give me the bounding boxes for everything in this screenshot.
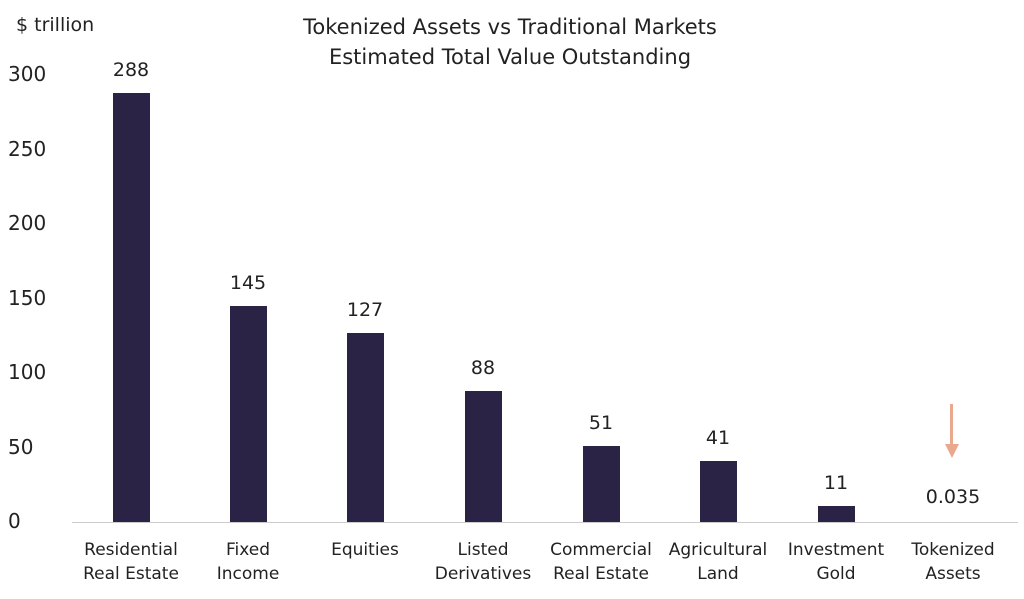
- x-category-label: Residential Real Estate: [83, 540, 179, 584]
- bar: [113, 92, 150, 522]
- x-category-label: Tokenized Assets: [911, 540, 995, 584]
- bar: [700, 460, 737, 522]
- x-category-label: Equities: [331, 540, 399, 560]
- bar: [230, 305, 267, 522]
- bar-value-label: 41: [705, 426, 731, 449]
- chart-title: Tokenized Assets vs Traditional Markets: [303, 15, 717, 39]
- bar-value-label: 88: [470, 356, 496, 379]
- y-tick-label: 250: [8, 136, 47, 161]
- y-tick-label: 150: [8, 285, 47, 310]
- y-axis-label: $ trillion: [16, 14, 95, 36]
- arrow-down-icon: [950, 404, 953, 446]
- bar: [583, 446, 620, 522]
- bar: [347, 332, 384, 522]
- y-tick-label: 200: [8, 211, 47, 235]
- y-tick-label: 300: [8, 62, 47, 86]
- bar-value-label: 11: [823, 471, 849, 494]
- arrowhead-icon: [945, 444, 959, 458]
- bar: [465, 390, 502, 522]
- x-category-label: Fixed Income: [216, 540, 280, 584]
- x-category-label: Agricultural Land: [668, 540, 768, 584]
- x-category-label: Listed Derivatives: [434, 540, 532, 584]
- y-tick-label: 100: [8, 360, 47, 384]
- chart-subtitle: Estimated Total Value Outstanding: [328, 45, 692, 69]
- x-category-label: Commercial Real Estate: [550, 540, 652, 584]
- x-category-label: Investment Gold: [787, 540, 885, 584]
- y-tick-label: 0: [8, 509, 21, 533]
- bar-value-label: 127: [346, 298, 384, 321]
- bar-value-label: 51: [588, 412, 614, 434]
- bar-value-label: 0.035: [925, 486, 981, 508]
- bar: [818, 505, 855, 522]
- bar-value-label: 288: [112, 58, 150, 81]
- bar-value-label: 145: [229, 271, 267, 294]
- x-axis-line: [72, 522, 1018, 523]
- y-tick-label: 50: [8, 434, 34, 459]
